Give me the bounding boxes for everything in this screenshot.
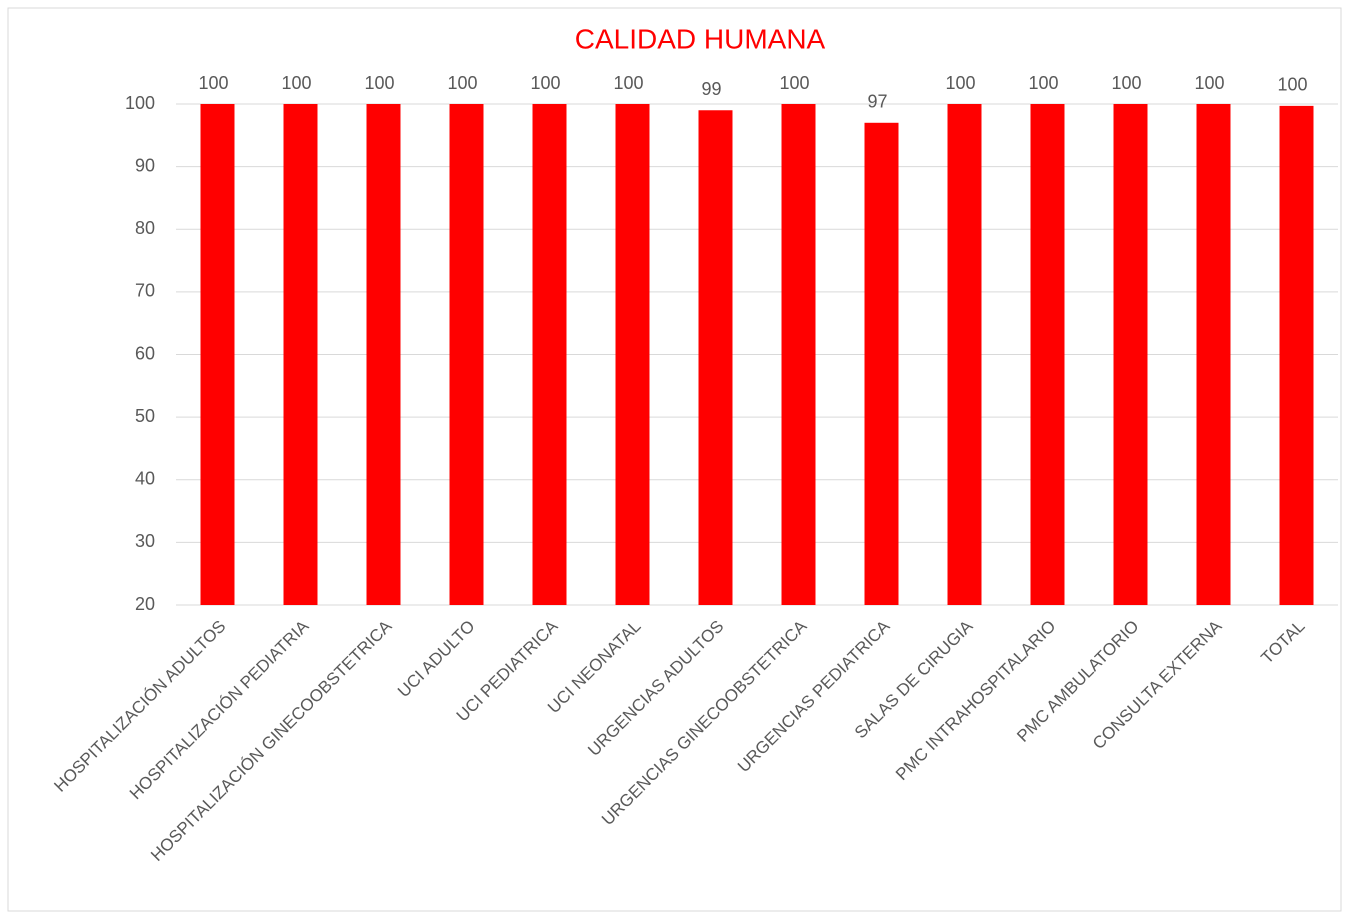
data-label: 100	[1277, 75, 1307, 95]
bar	[947, 104, 982, 605]
bar	[283, 104, 318, 605]
y-tick-label: 70	[135, 281, 155, 301]
y-tick-label: 20	[135, 594, 155, 614]
bar	[1113, 104, 1148, 605]
bar	[781, 104, 816, 605]
y-tick-label: 90	[135, 155, 155, 175]
bar	[532, 104, 567, 605]
data-label: 100	[613, 73, 643, 93]
y-tick-label: 30	[135, 531, 155, 551]
bar	[1030, 104, 1065, 605]
bar	[615, 104, 650, 605]
data-label: 100	[779, 73, 809, 93]
bar	[366, 104, 401, 605]
data-label: 100	[364, 73, 394, 93]
bar	[698, 110, 733, 605]
y-tick-label: 40	[135, 469, 155, 489]
data-label: 100	[945, 73, 975, 93]
data-label: 99	[701, 79, 721, 99]
y-tick-label: 100	[125, 93, 155, 113]
y-tick-label: 80	[135, 218, 155, 238]
bar	[200, 104, 235, 605]
data-label: 100	[281, 73, 311, 93]
data-label: 97	[867, 92, 887, 112]
bar	[864, 122, 899, 605]
data-label: 100	[1111, 73, 1141, 93]
data-label: 100	[447, 73, 477, 93]
y-tick-label: 50	[135, 406, 155, 426]
chart-title: CALIDAD HUMANA	[575, 23, 826, 54]
bar	[449, 104, 484, 605]
data-label: 100	[198, 73, 228, 93]
data-label: 100	[1028, 73, 1058, 93]
y-tick-label: 60	[135, 343, 155, 363]
bar	[1196, 104, 1231, 605]
bar	[1279, 105, 1314, 605]
data-label: 100	[1194, 73, 1224, 93]
data-label: 100	[530, 73, 560, 93]
